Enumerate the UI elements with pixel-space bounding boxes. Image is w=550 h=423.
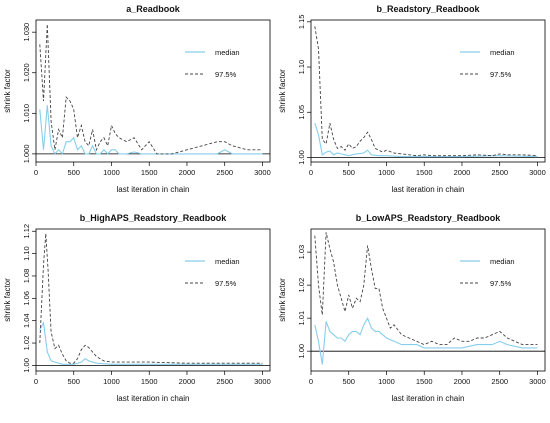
- series-line-median: [314, 316, 538, 365]
- y-tick-label: 1.000: [22, 144, 31, 163]
- x-tick-label: 1000: [378, 377, 395, 386]
- legend-label: median: [490, 257, 515, 266]
- y-axis-label: shrink factor: [278, 69, 287, 113]
- y-tick-label: 1.10: [22, 246, 31, 261]
- x-tick-label: 1500: [416, 377, 433, 386]
- series-line-median: [314, 122, 538, 158]
- x-tick-label: 0: [309, 377, 313, 386]
- y-tick-label: 1.00: [297, 150, 306, 165]
- x-tick-label: 500: [342, 377, 355, 386]
- y-tick-label: 1.12: [22, 224, 31, 239]
- chart-title: a_Readbook: [126, 4, 181, 14]
- x-tick-label: 2500: [491, 168, 508, 177]
- x-tick-label: 2500: [491, 377, 508, 386]
- series-line-q975: [39, 233, 263, 364]
- x-tick-label: 0: [34, 377, 38, 386]
- y-tick-label: 1.02: [22, 336, 31, 351]
- x-tick-label: 1500: [141, 377, 158, 386]
- y-tick-label: 1.010: [22, 104, 31, 123]
- y-tick-label: 1.15: [297, 15, 306, 30]
- y-tick-label: 1.04: [22, 313, 31, 328]
- series-line-q975: [314, 232, 538, 346]
- y-tick-label: 1.05: [297, 105, 306, 120]
- x-tick-label: 2000: [179, 377, 196, 386]
- x-tick-label: 1000: [103, 168, 120, 177]
- series-line-median: [39, 105, 263, 155]
- plot-frame: [35, 228, 271, 372]
- y-tick-label: 1.030: [22, 23, 31, 42]
- x-tick-label: 3000: [529, 377, 546, 386]
- y-tick-label: 1.02: [297, 278, 306, 293]
- chart-panel-1: a_Readbook 0 500 1000 1500 2000 2500 3000 last i…: [3, 4, 271, 194]
- plot-frame: [310, 228, 546, 372]
- x-tick-label: 3000: [254, 168, 271, 177]
- chart-panel-3: b_HighAPS_Readstory_Readbook 0 500 1000 1500…: [3, 213, 271, 403]
- x-axis-label: last iteration in chain: [392, 185, 465, 194]
- y-axis-label: shrink factor: [278, 278, 287, 322]
- y-axis-label: shrink factor: [3, 278, 12, 322]
- x-tick-label: 2000: [454, 377, 471, 386]
- chart-title: b_LowAPS_Readstory_Readbook: [356, 213, 502, 223]
- series-line-median: [39, 321, 263, 365]
- x-tick-label: 1000: [378, 168, 395, 177]
- chart-title: b_HighAPS_Readstory_Readbook: [80, 213, 228, 223]
- series-line-q975: [314, 26, 538, 157]
- legend-label: median: [215, 48, 240, 57]
- legend-label: 97.5%: [490, 70, 512, 79]
- x-tick-label: 500: [67, 377, 80, 386]
- x-tick-label: 500: [342, 168, 355, 177]
- legend-label: median: [215, 257, 240, 266]
- y-tick-label: 1.03: [297, 245, 306, 260]
- y-axis-label: shrink factor: [3, 69, 12, 113]
- y-tick-label: 1.06: [22, 291, 31, 306]
- legend-label: 97.5%: [490, 279, 512, 288]
- x-axis-label: last iteration in chain: [117, 394, 190, 403]
- x-tick-label: 3000: [254, 377, 271, 386]
- x-tick-label: 3000: [529, 168, 546, 177]
- series-line-q975: [39, 24, 263, 155]
- x-tick-label: 1000: [103, 377, 120, 386]
- y-tick-label: 1.00: [297, 344, 306, 359]
- y-tick-label: 1.10: [297, 60, 306, 75]
- legend-label: 97.5%: [215, 279, 237, 288]
- x-tick-label: 500: [67, 168, 80, 177]
- legend-label: 97.5%: [215, 70, 237, 79]
- plot-frame: [35, 19, 271, 163]
- x-tick-label: 0: [34, 168, 38, 177]
- x-tick-label: 2000: [454, 168, 471, 177]
- legend-label: median: [490, 48, 515, 57]
- chart-title: b_Readstory_Readbook: [376, 4, 480, 14]
- x-axis-label: last iteration in chain: [117, 185, 190, 194]
- y-tick-label: 1.01: [297, 311, 306, 326]
- x-tick-label: 1500: [141, 168, 158, 177]
- chart-panel-2: b_Readstory_Readbook 0 500 1000 1500 2000 2500…: [278, 4, 546, 194]
- x-tick-label: 2500: [216, 168, 233, 177]
- x-tick-label: 2500: [216, 377, 233, 386]
- x-axis-label: last iteration in chain: [392, 394, 465, 403]
- y-tick-label: 1.00: [22, 358, 31, 373]
- y-tick-label: 1.08: [22, 269, 31, 284]
- x-tick-label: 0: [309, 168, 313, 177]
- plot-frame: [310, 19, 546, 163]
- x-tick-label: 2000: [179, 168, 196, 177]
- chart-panel-4: b_LowAPS_Readstory_Readbook 0 500 1000 1500 2…: [278, 213, 546, 403]
- x-tick-label: 1500: [416, 168, 433, 177]
- y-tick-label: 1.020: [22, 63, 31, 82]
